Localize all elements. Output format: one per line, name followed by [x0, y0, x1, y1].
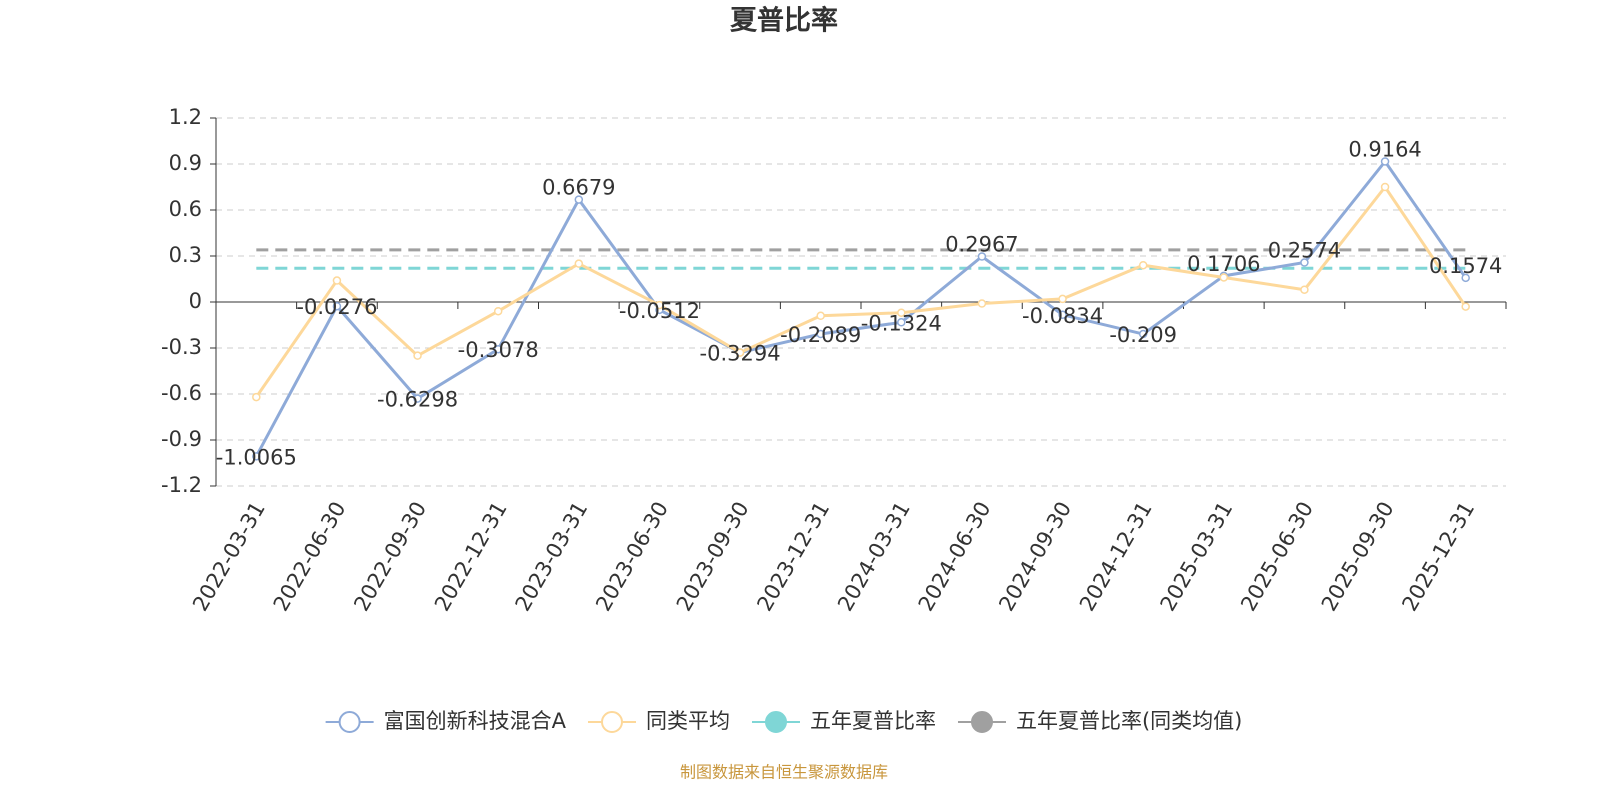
point — [1138, 260, 1148, 270]
point — [977, 299, 987, 308]
legend-item: 富国创新科技混合A — [325, 709, 567, 733]
x-tick-label: 2023-03-31 — [511, 498, 593, 616]
legend-label: 富国创新科技混合A — [384, 709, 567, 733]
data-label: -0.1324 — [861, 311, 942, 335]
point — [977, 252, 987, 261]
series-line — [254, 158, 1467, 458]
legend-item: 五年夏普比率(同类均值) — [957, 709, 1242, 733]
footer: 制图数据来自恒生聚源数据库 — [680, 763, 888, 782]
x-tick-label: 2024-03-31 — [833, 498, 915, 616]
legend-symbol — [970, 711, 993, 733]
point — [735, 348, 745, 357]
point — [252, 452, 261, 461]
y-tick-label: 0 — [189, 289, 202, 313]
point — [1300, 258, 1309, 267]
x-tick-label: 2022-03-31 — [188, 498, 270, 616]
legend-label: 同类平均 — [646, 709, 730, 733]
data-label: -0.6298 — [377, 388, 458, 412]
point — [413, 394, 422, 403]
point — [897, 318, 906, 327]
point — [1058, 294, 1067, 304]
point — [897, 308, 906, 317]
legend: 富国创新科技混合A 同类平均 五年夏普比率 五年夏普比率(同类均值) — [325, 709, 1242, 733]
x-tick-label: 2024-09-30 — [994, 498, 1076, 616]
legend-symbol — [764, 711, 787, 733]
x-tick-label: 2022-12-31 — [430, 498, 512, 616]
point — [1461, 273, 1470, 283]
legend-label: 五年夏普比率(同类均值) — [1016, 709, 1242, 733]
point — [1461, 302, 1470, 311]
y-tick-label: 0.6 — [169, 197, 202, 221]
point — [332, 276, 342, 285]
x-tick-label: 2025-12-31 — [1397, 498, 1479, 616]
data-label: -1.0065 — [216, 445, 297, 469]
x-tick-label: 2024-12-31 — [1075, 498, 1157, 616]
point — [1138, 329, 1148, 339]
x-tick-label: 2023-09-30 — [672, 498, 754, 616]
point — [1380, 182, 1390, 192]
point — [574, 259, 584, 268]
point — [1300, 285, 1309, 294]
x-tick-label: 2024-06-30 — [914, 498, 996, 616]
data-label: 0.1574 — [1429, 254, 1502, 278]
data-label: -0.0834 — [1022, 304, 1103, 328]
data-label: -0.3078 — [458, 338, 539, 362]
x-tick-label: 2025-09-30 — [1317, 498, 1399, 616]
legend-symbol — [600, 711, 623, 733]
y-tick-label: 1.2 — [169, 105, 202, 129]
x-tick-label: 2023-12-31 — [752, 498, 834, 616]
x-tick-label: 2025-06-30 — [1236, 498, 1318, 616]
chart-title: 夏普比率 — [730, 5, 838, 37]
data-label: 0.2574 — [1268, 239, 1341, 263]
y-tick-label: -0.6 — [161, 381, 202, 405]
y-tick-label: -1.2 — [161, 473, 202, 497]
x-tick-label: 2025-03-31 — [1156, 498, 1238, 616]
y-tick-label: 0.3 — [169, 243, 202, 267]
legend-item: 五年夏普比率 — [751, 709, 936, 733]
series-line — [255, 184, 1467, 398]
data-label: 0.2967 — [945, 233, 1018, 257]
point — [655, 300, 664, 310]
y-tick-label: -0.3 — [161, 335, 202, 359]
data-label: -0.3294 — [700, 342, 781, 366]
point — [816, 311, 825, 321]
point — [1219, 273, 1229, 282]
y-tick-label: -0.9 — [161, 427, 202, 451]
data-label: -0.2089 — [780, 323, 861, 347]
data-label: 0.6679 — [542, 176, 615, 200]
point — [332, 301, 342, 311]
data-label: -0.0512 — [619, 299, 700, 323]
legend-symbol — [338, 711, 361, 733]
data-label: 0.1706 — [1187, 252, 1260, 276]
data-label: -0.0276 — [296, 295, 377, 319]
point — [493, 306, 503, 316]
x-tick-label: 2022-06-30 — [269, 498, 351, 616]
point — [493, 344, 503, 354]
y-tick-label: 0.9 — [169, 151, 202, 175]
data-label: 0.9164 — [1348, 137, 1421, 161]
point — [816, 329, 825, 339]
data-label: -0.209 — [1109, 323, 1177, 347]
point — [1058, 310, 1067, 320]
point — [252, 392, 261, 402]
point — [1380, 157, 1390, 166]
legend-label: 五年夏普比率 — [810, 709, 936, 733]
x-tick-label: 2023-06-30 — [591, 498, 673, 616]
x-tick-label: 2022-09-30 — [349, 498, 431, 616]
legend-item: 同类平均 — [587, 709, 730, 733]
point — [574, 195, 584, 204]
point — [413, 351, 422, 360]
